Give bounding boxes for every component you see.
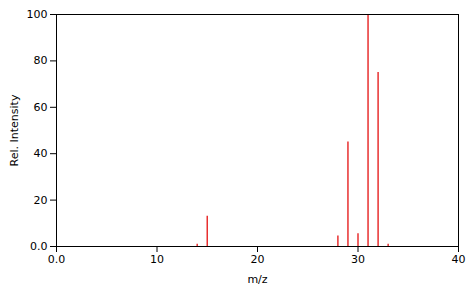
svg-text:0.0: 0.0 bbox=[48, 253, 66, 266]
svg-text:100: 100 bbox=[27, 8, 48, 21]
svg-text:m/z: m/z bbox=[247, 273, 267, 286]
svg-text:20: 20 bbox=[251, 253, 265, 266]
svg-text:40: 40 bbox=[34, 147, 48, 160]
svg-text:0.0: 0.0 bbox=[30, 240, 48, 253]
svg-text:Rel. Intensity: Rel. Intensity bbox=[8, 94, 21, 166]
svg-text:40: 40 bbox=[452, 253, 466, 266]
svg-text:20: 20 bbox=[34, 194, 48, 207]
svg-text:30: 30 bbox=[351, 253, 365, 266]
svg-text:10: 10 bbox=[150, 253, 164, 266]
svg-text:60: 60 bbox=[34, 101, 48, 114]
svg-text:80: 80 bbox=[34, 54, 48, 67]
